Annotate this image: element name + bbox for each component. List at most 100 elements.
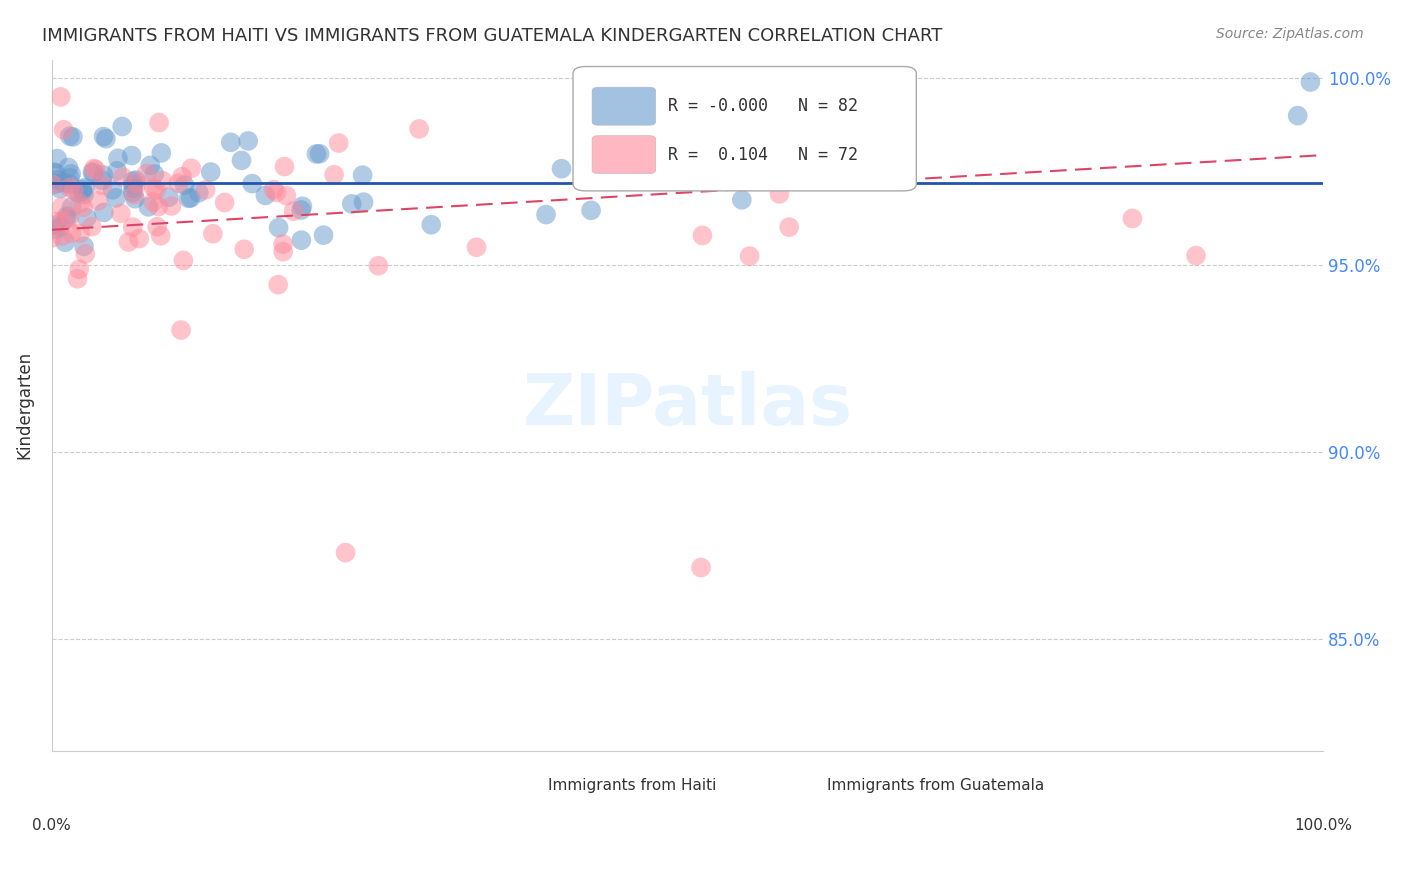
- Text: R =  0.104   N = 72: R = 0.104 N = 72: [668, 146, 859, 164]
- Immigrants from Guatemala: [271, 244, 294, 259]
- Immigrants from Guatemala: [152, 174, 174, 188]
- Immigrants from Haiti: [1299, 75, 1322, 89]
- Y-axis label: Kindergarten: Kindergarten: [15, 351, 32, 459]
- Immigrants from Guatemala: [170, 323, 193, 337]
- Immigrants from Guatemala: [66, 271, 89, 285]
- Immigrants from Guatemala: [283, 204, 305, 219]
- Immigrants from Guatemala: [84, 162, 107, 177]
- Immigrants from Haiti: [49, 219, 72, 234]
- Immigrants from Haiti: [107, 151, 129, 165]
- Immigrants from Guatemala: [778, 220, 800, 235]
- Immigrants from Haiti: [105, 191, 128, 205]
- Text: 0.0%: 0.0%: [32, 818, 72, 833]
- Immigrants from Haiti: [534, 208, 557, 222]
- Immigrants from Guatemala: [87, 194, 110, 208]
- Immigrants from Guatemala: [738, 249, 761, 263]
- Immigrants from Haiti: [173, 178, 195, 192]
- Immigrants from Guatemala: [1121, 211, 1143, 226]
- Immigrants from Haiti: [602, 111, 624, 125]
- Immigrants from Haiti: [187, 186, 209, 200]
- Immigrants from Haiti: [150, 145, 173, 160]
- Immigrants from Guatemala: [149, 228, 172, 243]
- Immigrants from Guatemala: [233, 242, 256, 256]
- Immigrants from Haiti: [72, 185, 94, 199]
- Immigrants from Guatemala: [276, 188, 298, 202]
- Immigrants from Guatemala: [122, 187, 145, 202]
- Immigrants from Guatemala: [146, 219, 169, 234]
- Immigrants from Haiti: [62, 129, 84, 144]
- Immigrants from Haiti: [254, 188, 277, 202]
- Immigrants from Guatemala: [323, 168, 346, 182]
- Immigrants from Guatemala: [142, 194, 165, 209]
- Immigrants from Haiti: [138, 200, 160, 214]
- Immigrants from Haiti: [53, 235, 76, 250]
- Immigrants from Guatemala: [273, 160, 295, 174]
- Immigrants from Guatemala: [267, 277, 290, 292]
- Immigrants from Guatemala: [69, 227, 91, 241]
- Text: Immigrants from Guatemala: Immigrants from Guatemala: [827, 778, 1045, 793]
- Immigrants from Guatemala: [367, 259, 389, 273]
- Immigrants from Haiti: [94, 131, 117, 145]
- Immigrants from Guatemala: [91, 178, 114, 193]
- Immigrants from Haiti: [111, 120, 134, 134]
- Immigrants from Haiti: [124, 192, 146, 206]
- Text: R = -0.000   N = 82: R = -0.000 N = 82: [668, 97, 859, 115]
- Immigrants from Haiti: [59, 170, 82, 185]
- Immigrants from Guatemala: [145, 183, 167, 197]
- Immigrants from Guatemala: [117, 235, 139, 249]
- Immigrants from Haiti: [91, 173, 114, 187]
- Immigrants from Guatemala: [59, 180, 82, 194]
- Immigrants from Guatemala: [75, 247, 97, 261]
- Immigrants from Haiti: [219, 136, 242, 150]
- Immigrants from Haiti: [46, 173, 69, 187]
- Immigrants from Guatemala: [328, 136, 350, 150]
- Immigrants from Haiti: [620, 152, 643, 166]
- Immigrants from Haiti: [93, 168, 115, 182]
- Immigrants from Haiti: [305, 147, 328, 161]
- Immigrants from Haiti: [67, 186, 90, 200]
- FancyBboxPatch shape: [574, 67, 917, 191]
- Immigrants from Guatemala: [72, 200, 94, 214]
- Immigrants from Haiti: [93, 205, 115, 219]
- Immigrants from Haiti: [352, 168, 374, 182]
- Immigrants from Haiti: [177, 191, 200, 205]
- Immigrants from Haiti: [49, 181, 72, 195]
- Immigrants from Guatemala: [1185, 249, 1208, 263]
- Immigrants from Guatemala: [167, 177, 190, 191]
- Immigrants from Haiti: [267, 220, 290, 235]
- Immigrants from Haiti: [157, 190, 180, 204]
- Immigrants from Haiti: [59, 129, 82, 144]
- Immigrants from Haiti: [731, 193, 754, 207]
- Immigrants from Guatemala: [111, 170, 134, 185]
- Immigrants from Haiti: [139, 158, 162, 172]
- Immigrants from Haiti: [58, 161, 80, 175]
- Text: 100.0%: 100.0%: [1294, 818, 1353, 833]
- Immigrants from Haiti: [353, 195, 375, 210]
- Immigrants from Guatemala: [194, 183, 217, 197]
- Immigrants from Guatemala: [776, 154, 799, 169]
- Immigrants from Haiti: [45, 222, 67, 236]
- Immigrants from Haiti: [52, 176, 75, 190]
- Immigrants from Guatemala: [135, 166, 157, 180]
- Immigrants from Haiti: [1286, 109, 1309, 123]
- Immigrants from Guatemala: [67, 262, 90, 277]
- Immigrants from Guatemala: [51, 229, 73, 244]
- Immigrants from Guatemala: [128, 231, 150, 245]
- Immigrants from Guatemala: [768, 186, 790, 201]
- Immigrants from Haiti: [420, 218, 443, 232]
- Immigrants from Haiti: [76, 211, 98, 225]
- Immigrants from Guatemala: [180, 161, 202, 176]
- Immigrants from Haiti: [121, 148, 143, 162]
- Immigrants from Guatemala: [692, 228, 714, 243]
- Immigrants from Guatemala: [69, 196, 91, 211]
- Immigrants from Haiti: [125, 173, 148, 187]
- Immigrants from Haiti: [59, 177, 82, 191]
- Immigrants from Guatemala: [748, 163, 770, 178]
- Immigrants from Haiti: [121, 186, 143, 200]
- Immigrants from Guatemala: [201, 227, 224, 241]
- Immigrants from Haiti: [581, 173, 603, 187]
- Immigrants from Guatemala: [142, 181, 165, 195]
- Immigrants from Haiti: [290, 233, 312, 247]
- Immigrants from Haiti: [60, 167, 83, 181]
- Immigrants from Haiti: [121, 174, 143, 188]
